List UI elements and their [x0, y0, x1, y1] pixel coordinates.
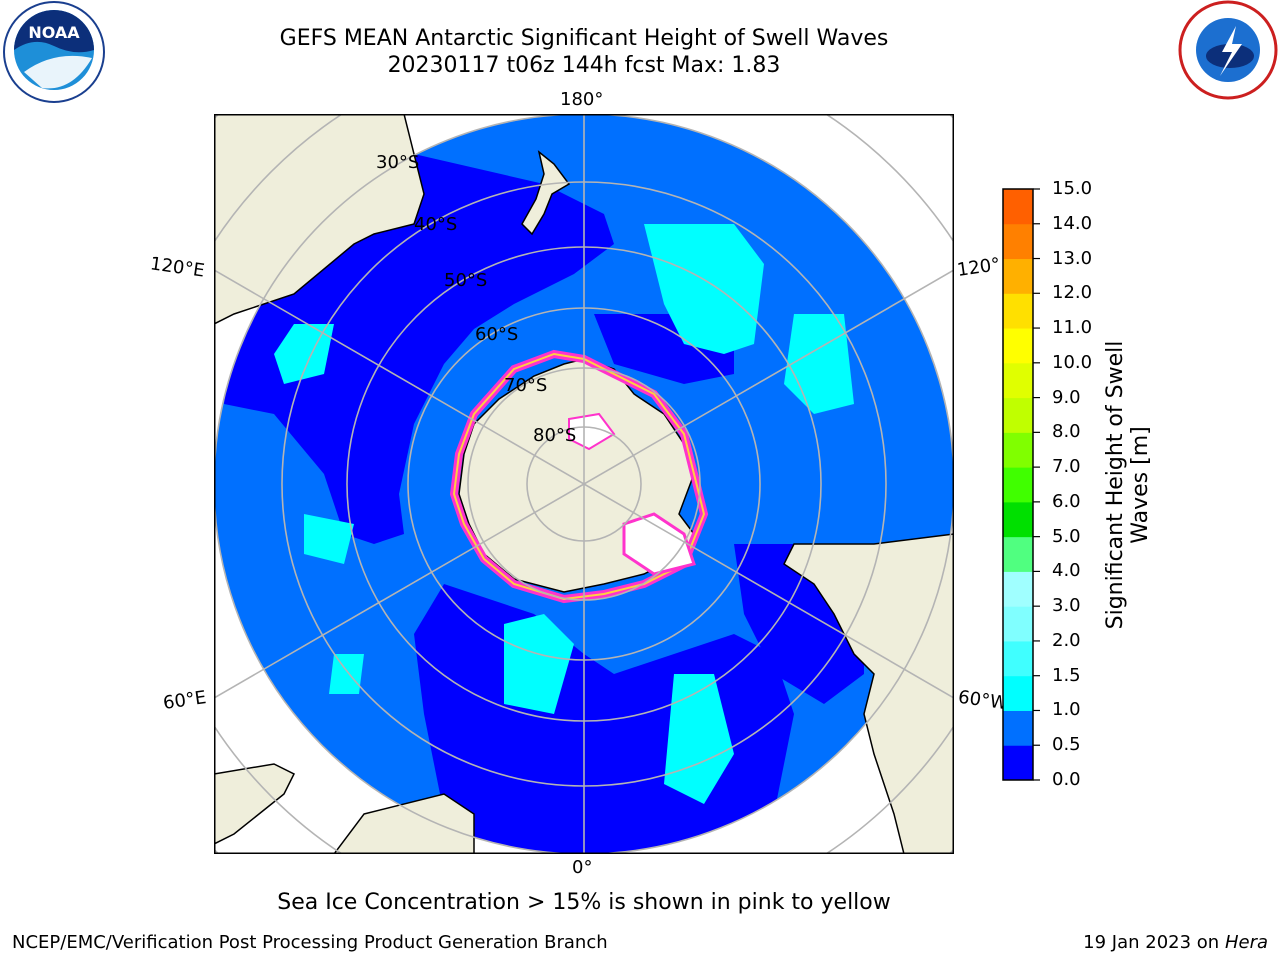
- footer-date: 19 Jan 2023 on Hera: [1083, 932, 1268, 953]
- colorbar-tick-label: 11.0: [1052, 317, 1093, 339]
- colorbar-tick-label: 1.0: [1052, 699, 1081, 721]
- colorbar-tick-label: 5.0: [1052, 525, 1081, 547]
- footer-branch: NCEP/EMC/Verification Post Processing Pr…: [12, 932, 608, 953]
- chart-title: GEFS MEAN Antarctic Significant Height o…: [279, 26, 889, 51]
- colorbar-tick-label: 0.5: [1052, 734, 1081, 756]
- high-swell-patch: [304, 514, 354, 564]
- graticule: [214, 114, 954, 854]
- colorbar-tick-label: 7.0: [1052, 456, 1081, 478]
- high-swell-patch: [504, 614, 574, 714]
- lat-label-50s: 50°S: [444, 270, 487, 291]
- lon-label-120w: 120°: [955, 254, 1002, 281]
- colorbar-segment: [1003, 571, 1033, 607]
- colorbar-title: Significant Height of Swell Waves [m]: [1103, 325, 1153, 645]
- high-swell-patch: [664, 674, 734, 804]
- high-swell-patch: [329, 654, 364, 694]
- colorbar-segment: [1003, 675, 1033, 711]
- colorbar-segment: [1003, 640, 1033, 677]
- lat-label-80s: 80°S: [533, 425, 576, 446]
- lon-label-60e: 60°E: [161, 687, 208, 714]
- colorbar-tick-label: 2.0: [1052, 629, 1081, 651]
- colorbar-segment: [1003, 397, 1033, 433]
- land-masses: [214, 114, 954, 854]
- colorbar-tick-label: 12.0: [1052, 282, 1093, 304]
- colorbar-tick-label: 9.0: [1052, 386, 1081, 408]
- colorbar-segment: [1003, 362, 1033, 399]
- colorbar-tick-label: 15.0: [1052, 178, 1093, 199]
- colorbar-segment: [1003, 432, 1033, 468]
- colorbar: [1002, 188, 1040, 781]
- chart-subtitle: 20230117 t06z 144h fcst Max: 1.83: [387, 53, 781, 78]
- colorbar-tick-label: 6.0: [1052, 490, 1081, 512]
- colorbar-segment: [1003, 467, 1033, 503]
- footer-host: Hera: [1224, 932, 1268, 953]
- colorbar-segment: [1003, 293, 1033, 329]
- colorbar-segment: [1003, 189, 1033, 225]
- high-swell-patch: [644, 224, 764, 354]
- lat-label-30s: 30°S: [376, 152, 419, 173]
- colorbar-title-line2: Waves [m]: [1128, 426, 1153, 544]
- noaa-logo: NOAA: [2, 0, 106, 108]
- colorbar-segment: [1003, 606, 1033, 642]
- colorbar-segment: [1003, 223, 1033, 260]
- antarctic-swell-map: 30°S 40°S 50°S 60°S 70°S 80°S: [214, 114, 954, 854]
- lon-label-120e: 120°E: [148, 253, 206, 282]
- colorbar-segment: [1003, 258, 1033, 294]
- colorbar-tick-label: 10.0: [1052, 351, 1093, 373]
- nws-logo: [1178, 0, 1278, 104]
- colorbar-segment: [1003, 501, 1033, 538]
- colorbar-tick-label: 14.0: [1052, 212, 1093, 234]
- colorbar-tick-label: 8.0: [1052, 421, 1081, 443]
- caption: Sea Ice Concentration > 15% is shown in …: [277, 890, 891, 915]
- lon-label-0: 0°: [572, 857, 593, 878]
- colorbar-tick-label: 1.5: [1052, 664, 1081, 686]
- colorbar-segment: [1003, 328, 1033, 364]
- lat-label-40s: 40°S: [414, 214, 457, 235]
- lon-label-180: 180°: [560, 89, 604, 110]
- colorbar-tick-label: 4.0: [1052, 560, 1081, 582]
- colorbar-segment: [1003, 745, 1033, 781]
- colorbar-tick-label: 3.0: [1052, 595, 1081, 617]
- colorbar-segment: [1003, 536, 1033, 572]
- colorbar-segment: [1003, 710, 1033, 746]
- footer-date-text: 19 Jan 2023 on: [1083, 932, 1225, 953]
- colorbar-tick-label: 13.0: [1052, 247, 1093, 269]
- colorbar-title-line1: Significant Height of Swell: [1103, 340, 1128, 630]
- colorbar-tick-label: 0.0: [1052, 769, 1081, 790]
- svg-text:NOAA: NOAA: [28, 23, 80, 42]
- lat-label-60s: 60°S: [475, 324, 518, 345]
- lat-label-70s: 70°S: [504, 375, 547, 396]
